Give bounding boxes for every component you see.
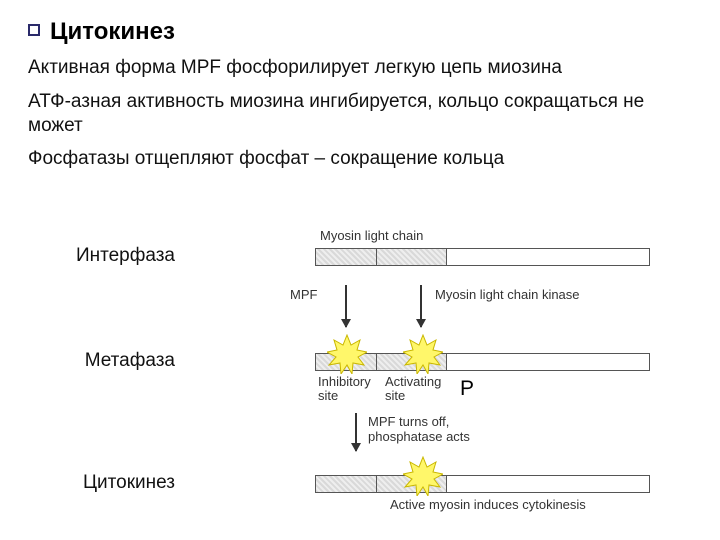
- bar-cytokinesis-div2: [446, 476, 447, 492]
- label-mpf-off: MPF turns off, phosphatase acts: [368, 415, 470, 445]
- arrow-phosphatase: [355, 413, 357, 451]
- star-icon-inhibitory: [327, 334, 367, 374]
- paragraph-2: АТФ-азная активность миозина ингибируетс…: [28, 90, 692, 138]
- caption-active-myosin: Active myosin induces cytokinesis: [390, 497, 586, 512]
- arrow-mpf: [345, 285, 347, 327]
- label-p: P: [460, 377, 474, 401]
- label-mlc: Myosin light chain: [320, 228, 423, 243]
- label-mpf: MPF: [290, 287, 317, 302]
- label-mlck: Myosin light chain kinase: [435, 287, 580, 302]
- diagram: Интерфаза Метафаза Цитокинез Myosin ligh…: [160, 225, 700, 525]
- bar-metaphase-div1: [376, 354, 377, 370]
- bar-interphase-shade: [316, 249, 446, 265]
- bar-cytokinesis: [315, 475, 650, 493]
- bar-interphase: [315, 248, 650, 266]
- paragraph-3: Фосфатазы отщепляют фосфат – сокращение …: [28, 147, 692, 171]
- phase-label-cytokinesis: Цитокинез: [35, 472, 175, 494]
- slide-title: Цитокинез: [50, 18, 175, 46]
- star-icon-activating: [403, 334, 443, 374]
- bar-metaphase-div2: [446, 354, 447, 370]
- arrow-mlck: [420, 285, 422, 327]
- bar-interphase-div1: [376, 249, 377, 265]
- label-activating-site: Activating site: [385, 375, 441, 404]
- paragraph-1: Активная форма MPF фосфорилирует легкую …: [28, 56, 692, 80]
- label-inhibitory-site: Inhibitory site: [318, 375, 371, 404]
- bar-interphase-div2: [446, 249, 447, 265]
- phase-label-metaphase: Метафаза: [35, 350, 175, 372]
- title-bullet: [28, 24, 40, 36]
- bar-cytokinesis-div1: [376, 476, 377, 492]
- phase-label-interphase: Интерфаза: [35, 245, 175, 267]
- star-icon-active: [403, 456, 443, 496]
